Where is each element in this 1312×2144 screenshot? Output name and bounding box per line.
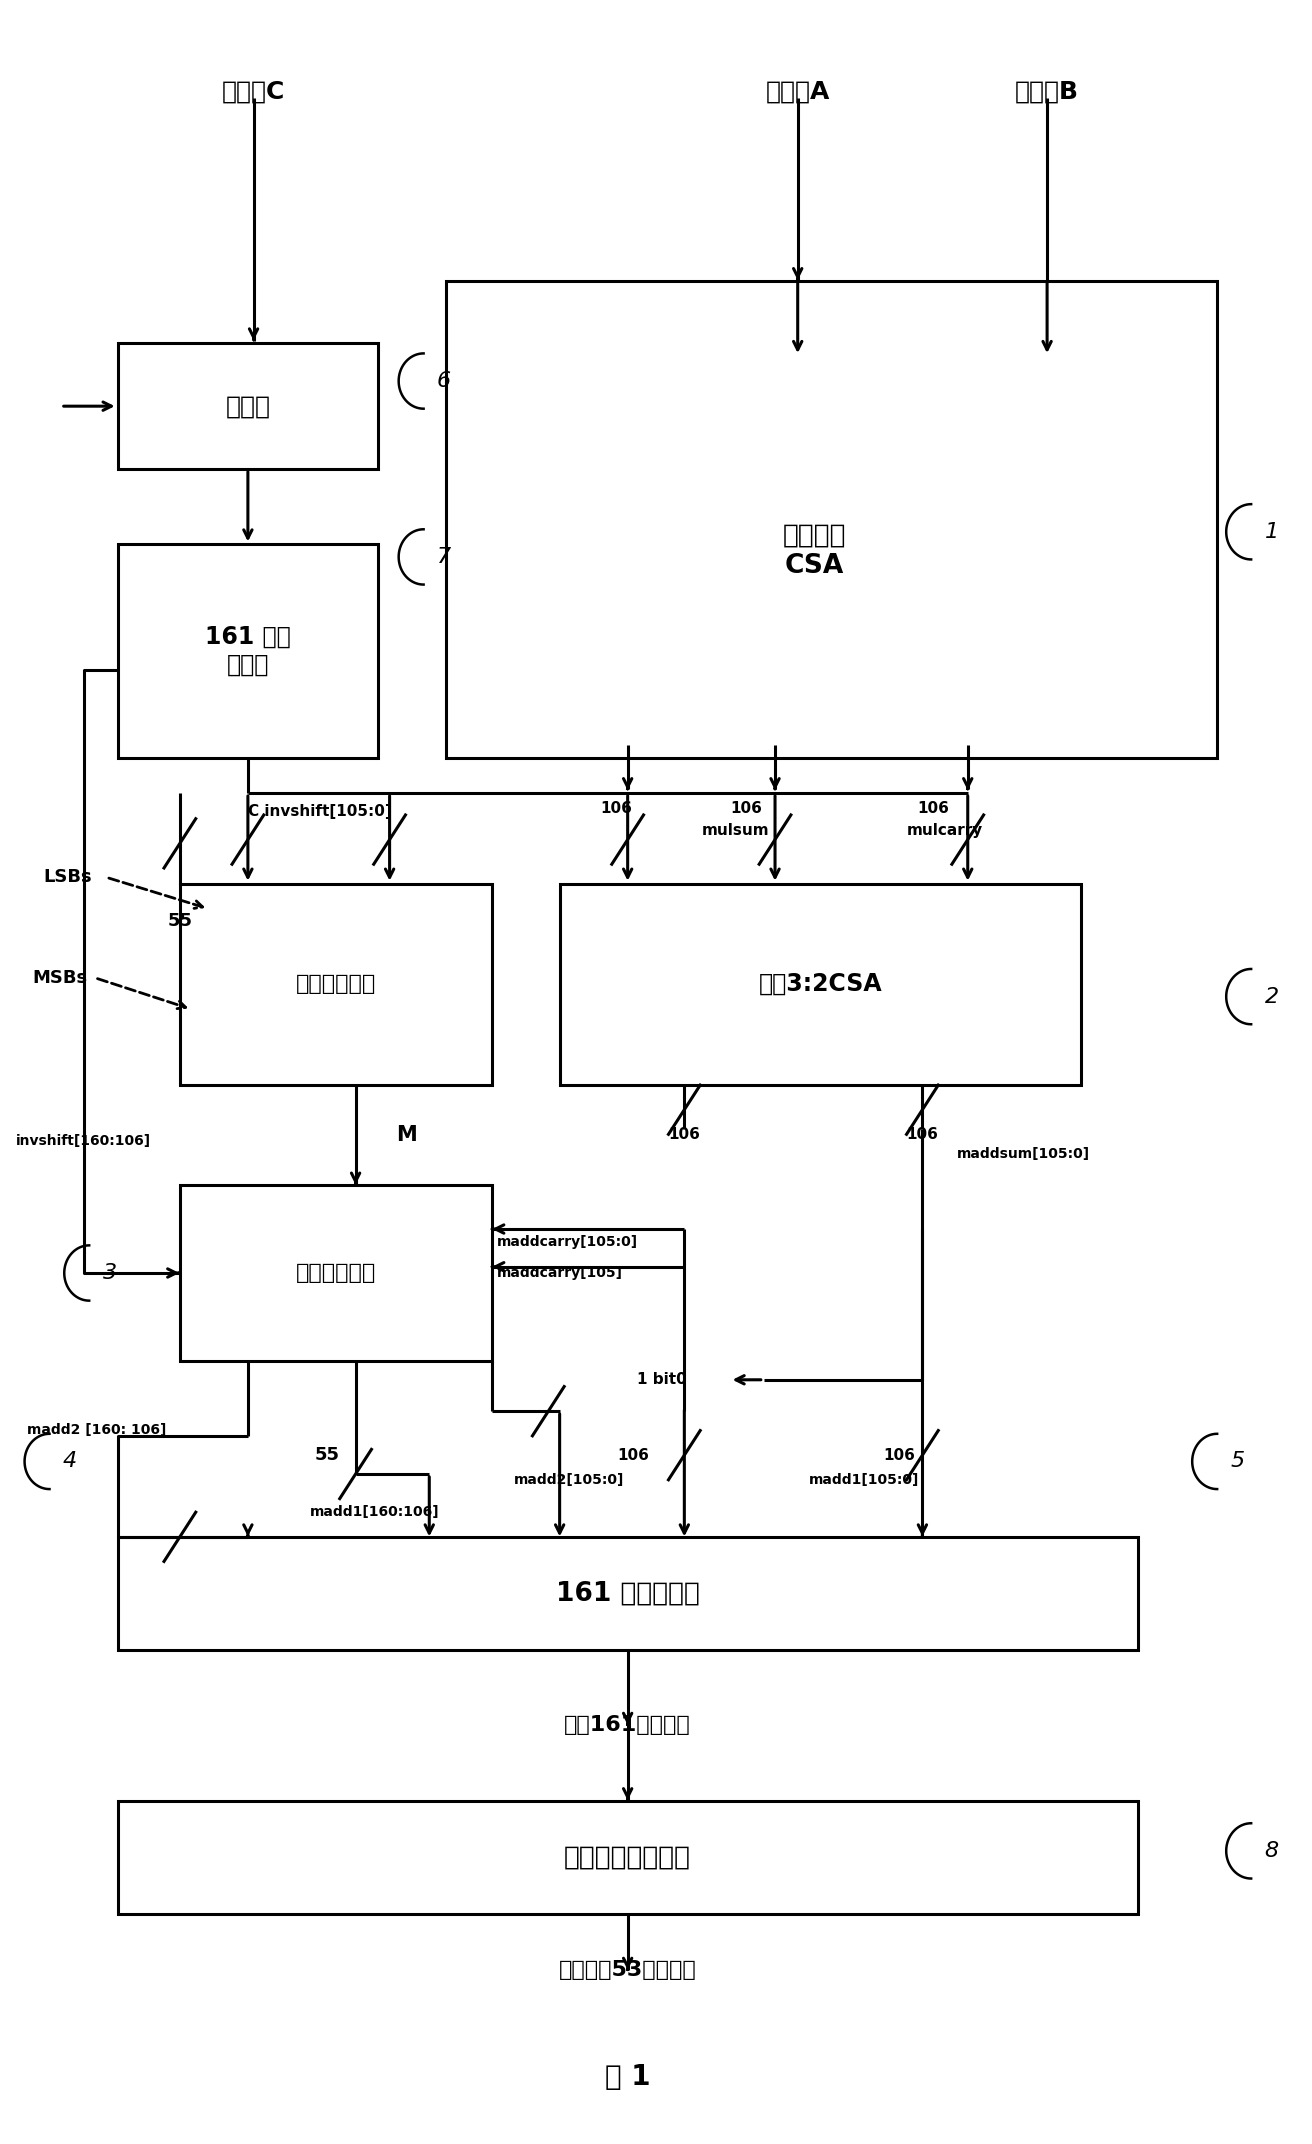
Text: LSBs: LSBs [43,868,92,885]
Text: 6: 6 [437,371,451,390]
Text: mulsum: mulsum [702,823,769,838]
Text: M: M [396,1126,417,1145]
Text: 8: 8 [1265,1842,1279,1861]
Text: mulcarry: mulcarry [907,823,983,838]
Bar [118,545,378,759]
Bar [118,343,378,470]
Text: 5: 5 [1231,1451,1245,1471]
Text: MSBs: MSBs [33,969,88,986]
Bar [446,281,1218,759]
Bar [118,1537,1138,1651]
Text: 操作数B: 操作数B [1015,79,1078,103]
Bar [560,883,1081,1085]
Text: 106: 106 [884,1447,916,1462]
Text: 1: 1 [1265,521,1279,542]
Text: invshift[160:106]: invshift[160:106] [16,1134,151,1147]
Text: 乘加161比特结果: 乘加161比特结果 [564,1715,691,1734]
Text: 55: 55 [315,1447,340,1464]
Text: 106: 106 [907,1128,938,1143]
Text: maddcarry[105]: maddcarry[105] [497,1265,623,1280]
Text: 106: 106 [918,800,950,815]
Text: 图 1: 图 1 [605,2063,651,2090]
Text: madd1[160:106]: madd1[160:106] [310,1505,440,1518]
Text: 106: 106 [618,1447,649,1462]
Text: 106: 106 [668,1128,701,1143]
Text: 106: 106 [601,800,632,815]
Text: madd2 [160: 106]: madd2 [160: 106] [26,1424,167,1436]
Text: maddsum[105:0]: maddsum[105:0] [956,1147,1089,1160]
Text: 第二3:2CSA: 第二3:2CSA [758,971,882,997]
Text: 第一乘法
CSA: 第一乘法 CSA [783,523,846,579]
Text: 161 比特
对齐器: 161 比特 对齐器 [205,626,291,678]
Text: 7: 7 [437,547,451,566]
Text: 进位判断单元: 进位判断单元 [295,973,375,995]
Bar [514,356,1115,746]
Text: C invshift[105:0]: C invshift[105:0] [248,804,392,819]
Text: 161 比特加法器: 161 比特加法器 [556,1580,699,1606]
Text: madd2[105:0]: madd2[105:0] [514,1473,625,1488]
Text: maddcarry[105:0]: maddcarry[105:0] [497,1235,639,1248]
Text: 取反器: 取反器 [226,394,270,418]
Text: 规格化和舍入单元: 规格化和舍入单元 [564,1844,691,1870]
Bar [180,883,492,1085]
Text: 乘加尾数53比特结果: 乘加尾数53比特结果 [559,1960,697,1981]
Text: 106: 106 [731,800,762,815]
Text: 3: 3 [102,1263,117,1282]
Bar [180,1186,492,1361]
Text: 2: 2 [1265,986,1279,1008]
Text: 操作数C: 操作数C [222,79,285,103]
Text: 4: 4 [63,1451,77,1471]
Text: 55: 55 [168,911,193,930]
Text: 操作数A: 操作数A [765,79,830,103]
Text: madd1[105:0]: madd1[105:0] [810,1473,920,1488]
Text: 1 bit0: 1 bit0 [636,1372,686,1387]
Text: 进位校验单元: 进位校验单元 [295,1263,375,1282]
Bar [118,1801,1138,1915]
